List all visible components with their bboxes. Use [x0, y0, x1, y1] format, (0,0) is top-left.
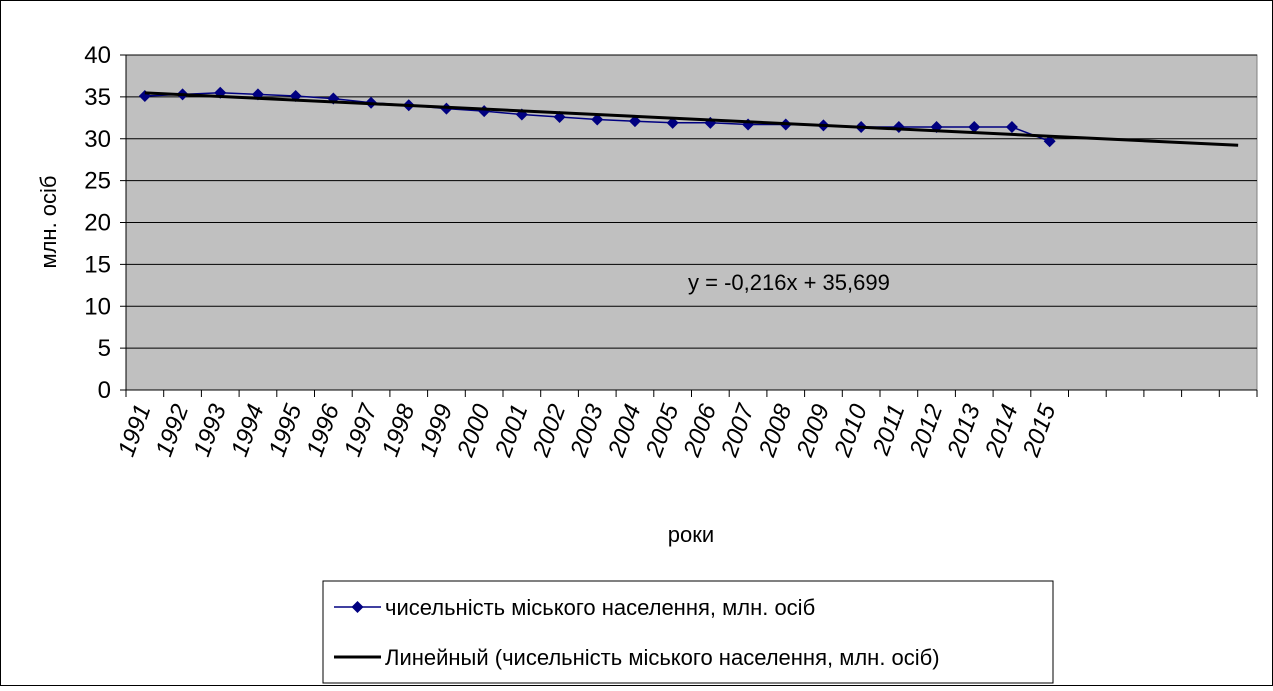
- data-point: [968, 121, 981, 134]
- y-tick-label: 15: [84, 251, 111, 278]
- x-axis-title: роки: [668, 522, 714, 547]
- y-axis: 0 5 10 15 20 25 30 35 40: [84, 42, 127, 404]
- y-tick-label: 20: [84, 210, 111, 237]
- gridlines: [126, 54, 1257, 349]
- y-tick-label: 40: [84, 42, 111, 69]
- y-tick-label: 0: [98, 377, 111, 404]
- data-point: [1043, 135, 1056, 148]
- trendline: [144, 91, 1239, 147]
- data-point: [628, 115, 641, 128]
- y-tick-label: 35: [84, 84, 111, 111]
- trend-layer: [144, 91, 1239, 147]
- data-point: [591, 113, 604, 126]
- legend-series-marker: [351, 601, 364, 613]
- y-tick-label: 10: [84, 293, 111, 320]
- y-tick-label: 25: [84, 168, 111, 195]
- y-axis-title: млн. осіб: [36, 175, 61, 268]
- legend-series-label: чисельність міського населення, млн. осі…: [385, 595, 815, 620]
- data-point: [1005, 121, 1018, 134]
- data-point: [666, 116, 679, 129]
- y-tick-label: 30: [84, 126, 111, 153]
- legend-box: [322, 580, 1054, 684]
- trendline-equation: y = -0,216x + 35,699: [688, 270, 890, 295]
- legend: чисельність міського населення, млн. осі…: [322, 580, 1054, 684]
- y-tick-label: 5: [98, 335, 111, 362]
- legend-trendline-label: Линейный (чисельність міського населення…: [385, 645, 940, 670]
